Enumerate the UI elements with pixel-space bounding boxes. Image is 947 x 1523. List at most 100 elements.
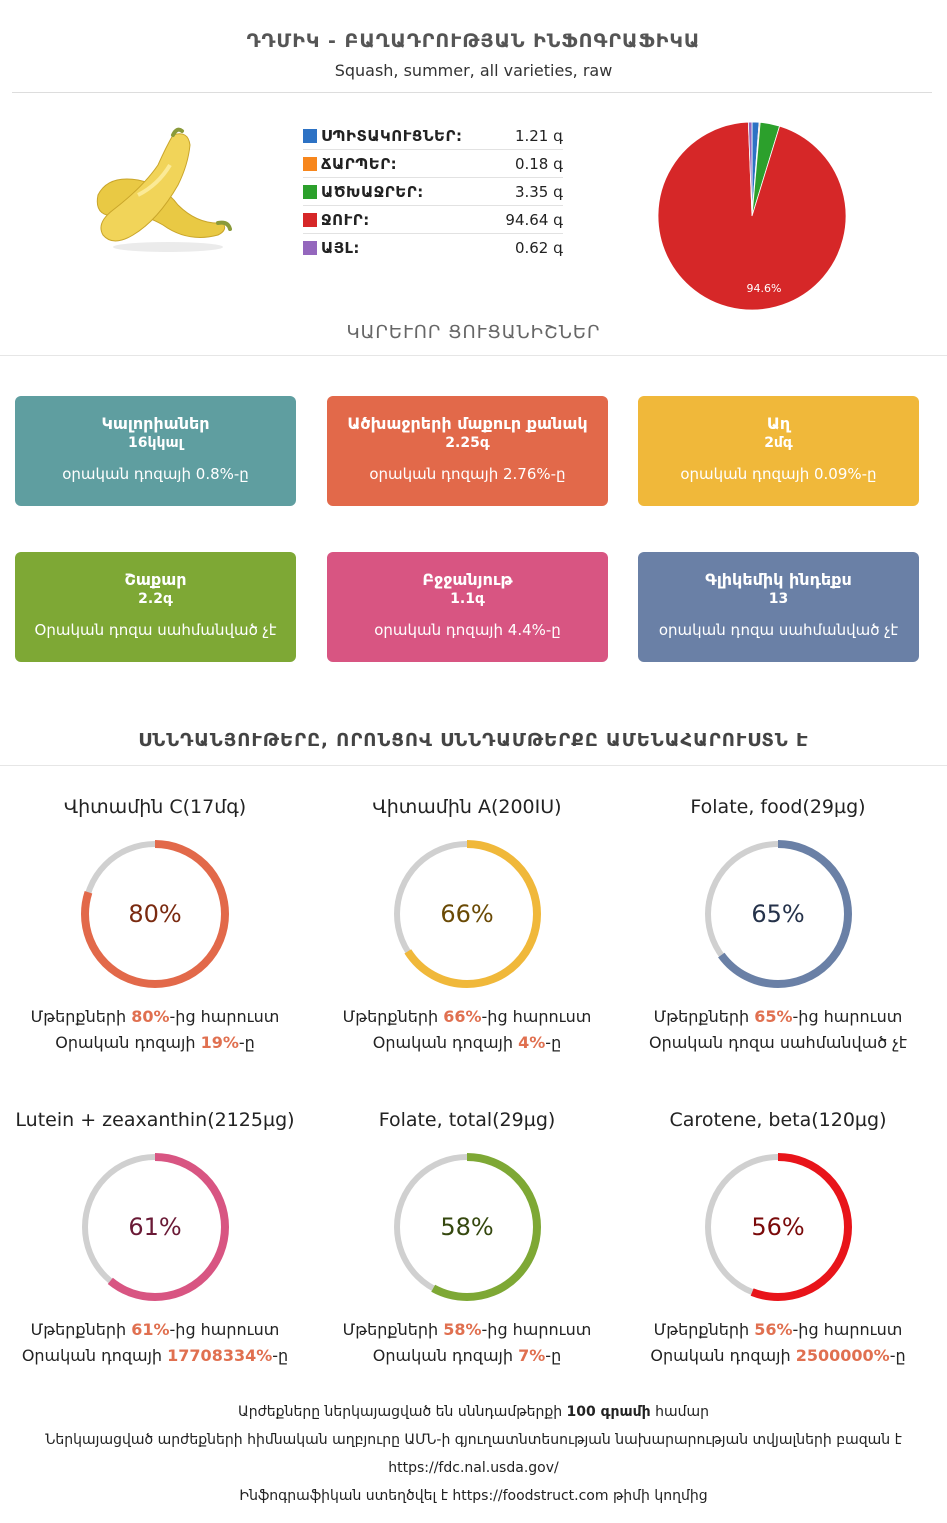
- indicator-card: Ածխաջրերի մաքուր քանակ 2.25գ օրական դոզայի…: [327, 396, 608, 506]
- card-title: Շաքար: [124, 570, 187, 589]
- nutrient-name: Folate, food(29µg): [690, 796, 866, 818]
- ring-progress: [704, 1153, 852, 1301]
- footer: Արժեքները ներկայացված են սննդամթերքի 100…: [0, 1398, 947, 1510]
- nutrient-ring: 58%: [393, 1153, 541, 1301]
- ring-progress: [393, 1153, 541, 1301]
- divider: [12, 92, 932, 93]
- nutrient-name: Վիտամին C(17մգ): [63, 796, 247, 818]
- legend-swatch: [303, 156, 317, 171]
- divider: [0, 765, 947, 766]
- nutrient-item: Վիտամին C(17մգ) 80% Մթերքների 80%-ից հարու…: [0, 796, 310, 1056]
- macro-row: ՍՊԻՏԱԿՈՒՑՆԵՐ: 1.21 գ: [303, 122, 563, 150]
- card-value: 2.2գ: [138, 591, 173, 607]
- card-subtitle: օրական դոզայի 2.76%-ը: [369, 465, 566, 483]
- macro-label: ԱԾԽԱՋՐԵՐ:: [321, 182, 424, 201]
- footer-credit: Ինֆոգրաֆիկան ստեղծվել է https://foodstru…: [239, 1488, 708, 1504]
- nutrient-ring: 61%: [81, 1153, 229, 1301]
- nutrient-name: Վիտամին A(200IU): [372, 796, 562, 818]
- ring-percent: 56%: [751, 1213, 804, 1241]
- ring-percent: 80%: [128, 900, 181, 928]
- nutrient-dv-line: Օրական դոզա սահմանված չէ: [648, 1033, 908, 1052]
- nutrient-rank-line: Մթերքների 58%-ից հարուստ: [342, 1320, 592, 1339]
- legend-swatch: [303, 212, 317, 227]
- macro-row: ԱԾԽԱՋՐԵՐ: 3.35 գ: [303, 178, 563, 206]
- footer-credit-link[interactable]: https://foodstruct.com: [452, 1488, 609, 1504]
- indicator-card: Գլիկեմիկ ինդեքս 13 օրական դոզա սահմանված չ…: [638, 552, 919, 662]
- nutrient-item: Carotene, beta(120µg) 56% Մթերքների 56%-ից…: [623, 1109, 933, 1369]
- card-value: 13: [768, 591, 789, 607]
- macro-value: 1.21 գ: [514, 126, 563, 145]
- macro-value: 3.35 գ: [514, 182, 563, 201]
- macro-row: ՋՈՒՐ: 94.64 գ: [303, 206, 563, 234]
- macro-table: ՍՊԻՏԱԿՈՒՑՆԵՐ: 1.21 գ ՃԱՐՊԵՐ: 0.18 գ ԱԾԽԱՋՐԵՐ…: [303, 122, 563, 262]
- card-subtitle: օրական դոզայի 0.09%-ը: [680, 465, 877, 483]
- nutrient-dv-line: Օրական դոզայի 2500000%-ը: [650, 1346, 906, 1365]
- legend-swatch: [303, 128, 317, 143]
- card-value: 2մգ: [764, 435, 793, 451]
- pie-slice: [747, 121, 753, 217]
- macro-label: ՋՈՒՐ:: [321, 210, 370, 229]
- nutrient-item: Folate, food(29µg) 65% Մթերքների 65%-ից հա…: [623, 796, 933, 1056]
- nutrient-dv-line: Օրական դոզայի 4%-ը: [372, 1033, 562, 1052]
- nutrient-item: Վիտամին A(200IU) 66% Մթերքների 66%-ից հարո…: [312, 796, 622, 1056]
- legend-swatch: [303, 241, 317, 255]
- nutrient-rank-line: Մթերքների 65%-ից հարուստ: [653, 1007, 903, 1026]
- nutrient-name: Carotene, beta(120µg): [669, 1109, 887, 1131]
- card-value: 1.1գ: [450, 591, 485, 607]
- ring-progress: [704, 840, 852, 988]
- squash-image: [96, 127, 232, 252]
- ring-percent: 58%: [440, 1213, 493, 1241]
- indicator-card: Կալորիաներ 16կկալ օրական դոզայի 0.8%-ը: [15, 396, 296, 506]
- macro-label: ՍՊԻՏԱԿՈՒՑՆԵՐ:: [321, 126, 463, 145]
- card-subtitle: օրական դոզայի 0.8%-ը: [62, 465, 249, 483]
- macro-value: 94.64 գ: [505, 210, 563, 229]
- card-title: Կալորիաներ: [101, 414, 210, 433]
- indicator-card: Շաքար 2.2գ Օրական դոզա սահմանված չէ: [15, 552, 296, 662]
- card-subtitle: Օրական դոզա սահմանված չէ: [34, 621, 277, 639]
- card-title: Ածխաջրերի մաքուր քանակ: [347, 414, 588, 433]
- ring-progress: [81, 1153, 229, 1301]
- page-subtitle: Squash, summer, all varieties, raw: [334, 61, 613, 80]
- nutrient-name: Folate, total(29µg): [378, 1109, 556, 1131]
- nutrient-rank-line: Մթերքների 80%-ից հարուստ: [30, 1007, 280, 1026]
- card-title: Աղ: [766, 414, 791, 433]
- nutrient-dv-line: Օրական դոզայի 7%-ը: [372, 1346, 562, 1365]
- ring-progress: [81, 840, 229, 988]
- card-subtitle: օրական դոզա սահմանված չէ: [658, 621, 899, 639]
- ring-percent: 66%: [440, 900, 493, 928]
- macro-pie-chart: 94.6%: [657, 121, 847, 311]
- indicator-card: Աղ 2մգ օրական դոզայի 0.09%-ը: [638, 396, 919, 506]
- nutrient-ring: 80%: [81, 840, 229, 988]
- macro-row: ԱՅԼ: 0.62 գ: [303, 234, 563, 262]
- footer-source-link[interactable]: https://fdc.nal.usda.gov/: [388, 1460, 559, 1476]
- nutrient-dv-line: Օրական դոզայի 19%-ը: [55, 1033, 255, 1052]
- indicator-card: Բջջանյութ 1.1գ օրական դոզայի 4.4%-ը: [327, 552, 608, 662]
- nutrient-item: Folate, total(29µg) 58% Մթերքների 58%-ից հ…: [312, 1109, 622, 1369]
- macro-label: ՃԱՐՊԵՐ:: [321, 154, 398, 173]
- nutrient-ring: 56%: [704, 1153, 852, 1301]
- ring-progress: [393, 840, 541, 988]
- card-value: 2.25գ: [445, 435, 490, 451]
- card-subtitle: օրական դոզայի 4.4%-ը: [374, 621, 561, 639]
- pie-label: 94.6%: [747, 282, 782, 295]
- nutrients-title: ՍՆՆԴԱՆՅՈՒԹԵՐԸ, ՈՐՈՆՑՈՎ ՍՆՆԴԱՄԹԵՐՔԸ ԱՄԵՆԱ…: [138, 730, 809, 751]
- macro-value: 0.62 գ: [514, 239, 563, 257]
- nutrient-ring: 66%: [393, 840, 541, 988]
- legend-swatch: [303, 184, 317, 199]
- nutrient-rank-line: Մթերքների 66%-ից հարուստ: [342, 1007, 592, 1026]
- card-title: Բջջանյութ: [422, 570, 513, 589]
- nutrient-rank-line: Մթերքների 61%-ից հարուստ: [30, 1320, 280, 1339]
- nutrient-rank-line: Մթերքների 56%-ից հարուստ: [653, 1320, 903, 1339]
- nutrient-ring: 65%: [704, 840, 852, 988]
- page-title: ԴԴՄԻԿ - ԲԱՂԱԴՐՈՒԹՅԱՆ ԻՆՖՈԳՐԱՖԻԿԱ: [246, 30, 701, 52]
- nutrient-dv-line: Օրական դոզայի 17708334%-ը: [21, 1346, 289, 1365]
- macro-label: ԱՅԼ:: [321, 239, 360, 257]
- macro-value: 0.18 գ: [514, 154, 563, 173]
- card-value: 16կկալ: [128, 435, 183, 451]
- ring-percent: 61%: [128, 1213, 181, 1241]
- footer-source: Ներկայացված արժեքների հիմնական աղբյուրը …: [45, 1432, 902, 1448]
- macro-row: ՃԱՐՊԵՐ: 0.18 գ: [303, 150, 563, 178]
- nutrient-name: Lutein + zeaxanthin(2125µg): [15, 1109, 295, 1131]
- divider: [0, 355, 947, 356]
- card-title: Գլիկեմիկ ինդեքս: [705, 570, 852, 589]
